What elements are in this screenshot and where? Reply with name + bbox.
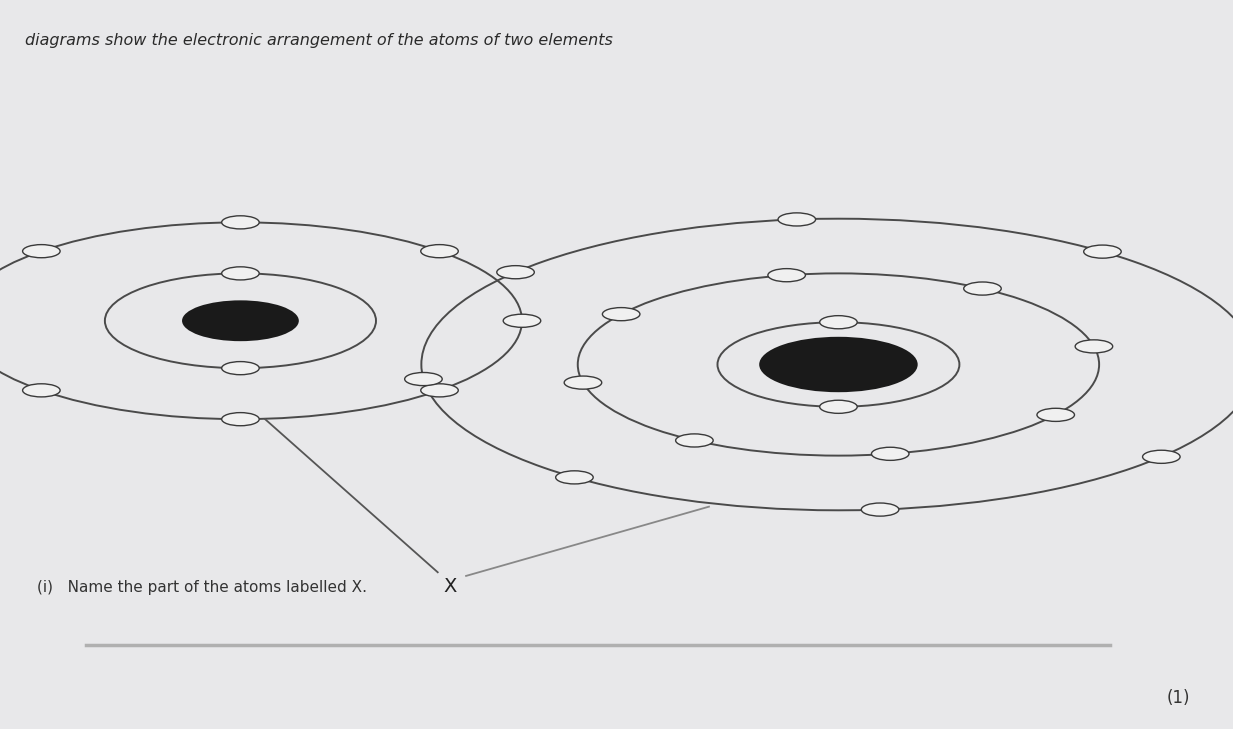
- Ellipse shape: [760, 337, 917, 392]
- Ellipse shape: [676, 434, 713, 447]
- Ellipse shape: [1075, 340, 1112, 353]
- Ellipse shape: [420, 245, 459, 258]
- Ellipse shape: [404, 373, 443, 386]
- Ellipse shape: [222, 267, 259, 280]
- Text: diagrams show the electronic arrangement of the atoms of two elements: diagrams show the electronic arrangement…: [25, 33, 613, 48]
- Text: (i)   Name the part of the atoms labelled X.: (i) Name the part of the atoms labelled …: [37, 580, 367, 595]
- Ellipse shape: [1084, 245, 1121, 258]
- Ellipse shape: [778, 213, 815, 226]
- Ellipse shape: [820, 400, 857, 413]
- Ellipse shape: [1143, 451, 1180, 464]
- Text: (1): (1): [1166, 689, 1190, 707]
- Text: X: X: [444, 577, 456, 596]
- Ellipse shape: [420, 383, 459, 397]
- Ellipse shape: [497, 265, 534, 278]
- Ellipse shape: [964, 282, 1001, 295]
- Ellipse shape: [222, 216, 259, 229]
- Ellipse shape: [182, 300, 298, 341]
- Ellipse shape: [872, 448, 909, 461]
- Ellipse shape: [556, 471, 593, 484]
- Ellipse shape: [768, 268, 805, 281]
- Ellipse shape: [565, 376, 602, 389]
- Ellipse shape: [22, 383, 60, 397]
- Ellipse shape: [1037, 408, 1074, 421]
- Ellipse shape: [22, 245, 60, 258]
- Ellipse shape: [222, 362, 259, 375]
- Ellipse shape: [862, 503, 899, 516]
- Ellipse shape: [820, 316, 857, 329]
- Ellipse shape: [222, 413, 259, 426]
- Ellipse shape: [603, 308, 640, 321]
- Ellipse shape: [503, 314, 541, 327]
